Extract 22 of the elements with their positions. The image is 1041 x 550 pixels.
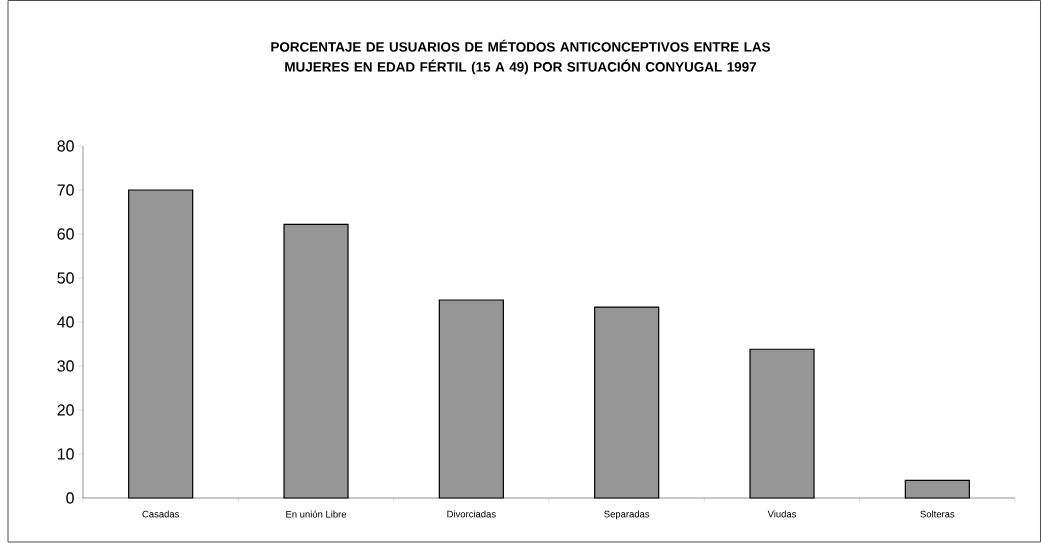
x-tick-label: Viudas: [767, 510, 797, 518]
x-tick-label: Casadas: [142, 510, 179, 518]
x-tick-label: En unión Libre: [286, 510, 347, 518]
bar: [749, 348, 815, 499]
y-tick-label: 60: [57, 228, 74, 240]
bar: [438, 299, 504, 499]
bar: [283, 223, 349, 499]
chart-title: PORCENTAJE DE USUARIOS DE MÉTODOS ANTICONCEPTIVOS ENTRE LAS MUJERES EN EDAD FÉRTIL (15 A 49) POR SITUACIÓN CONYUGAL 1997: [271, 39, 771, 75]
y-tick-label: 10: [57, 448, 74, 460]
x-tick-label: Solteras: [920, 510, 955, 518]
y-tick-label: 80: [57, 140, 74, 152]
x-tick-label: Divorciadas: [447, 510, 496, 518]
y-tick-label: 0: [66, 492, 74, 504]
y-tick-label: 70: [57, 184, 74, 196]
y-tick-label: 40: [57, 316, 74, 328]
y-tick-label: 20: [57, 404, 74, 416]
bar: [904, 479, 970, 499]
x-tick-label: Separadas: [604, 510, 650, 520]
bar: [594, 306, 660, 499]
y-tick-label: 30: [57, 360, 74, 372]
y-tick-label: 50: [57, 272, 74, 284]
bar: [128, 189, 194, 499]
